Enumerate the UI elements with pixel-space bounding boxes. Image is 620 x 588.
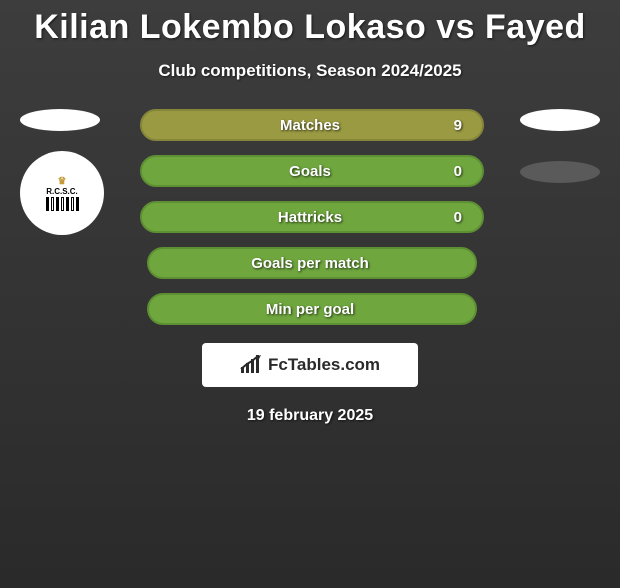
stat-bar-value: 0 [454,163,462,180]
source-badge: FcTables.com [202,343,418,387]
page-subtitle: Club competitions, Season 2024/2025 [0,61,620,81]
crown-icon: ♛ [46,176,79,187]
stat-bar: Goals 0 [140,155,480,187]
club-badge-inner: ♛ R.C.S.C. [46,176,79,211]
player-avatar-placeholder-right [520,109,600,131]
stat-bar: Min per goal [140,293,480,325]
club-abbr: R.C.S.C. [46,187,79,196]
source-badge-text: FcTables.com [268,355,380,375]
stat-bar-label: Min per goal [266,301,354,318]
left-player-column: ♛ R.C.S.C. [20,109,104,235]
club-badge-left: ♛ R.C.S.C. [20,151,104,235]
stat-bar-label: Matches [280,117,340,134]
stat-bar-value: 9 [454,117,462,134]
player-avatar-placeholder-left [20,109,100,131]
content-area: ♛ R.C.S.C. Matches9Goals0Hattricks0Goals… [0,109,620,325]
stat-bar-label: Goals [289,163,331,180]
stat-bar: Matches 9 [140,109,480,141]
club-badge-placeholder-right [520,161,600,183]
right-player-column [520,109,600,183]
stat-bar: Goals per match [140,247,480,279]
club-stripes-icon [46,197,79,211]
page-title: Kilian Lokembo Lokaso vs Fayed [0,8,620,47]
stat-bar: Hattricks 0 [140,201,480,233]
snapshot-date: 19 february 2025 [0,407,620,425]
stat-bar-value: 0 [454,209,462,226]
stat-bar-label: Hattricks [278,209,342,226]
stat-bar-label: Goals per match [251,255,369,272]
stat-bars: Matches 9 Goals 0 Hattricks 0 Goals per match M… [140,109,480,325]
chart-icon [240,355,262,375]
